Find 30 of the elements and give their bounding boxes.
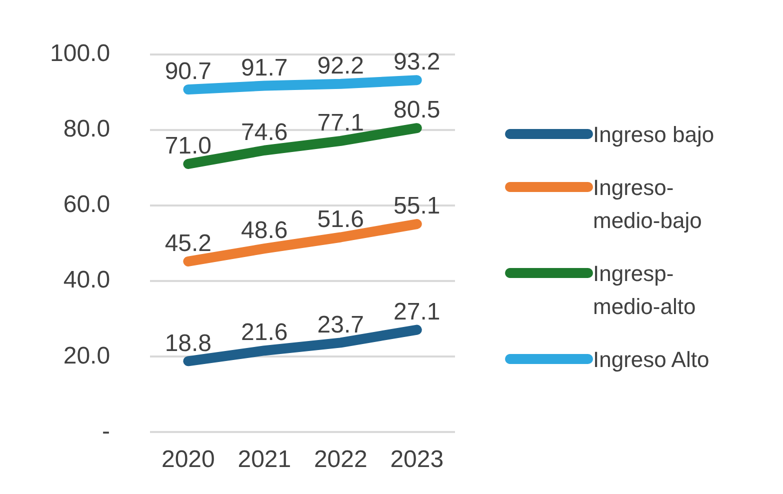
data-label: 21.6 <box>241 319 288 346</box>
data-label: 80.5 <box>394 96 440 124</box>
y-tick-label: 100.0 <box>50 40 110 68</box>
x-tick-label: 2020 <box>161 446 215 474</box>
x-tick-label: 2021 <box>238 446 292 474</box>
legend-label: Ingreso bajo <box>593 121 716 149</box>
data-label: 93.2 <box>394 48 440 76</box>
data-label: 90.7 <box>164 58 212 86</box>
data-label: 77.1 <box>317 110 364 137</box>
data-label: 55.1 <box>394 192 440 220</box>
x-tick-label: 2022 <box>314 446 368 474</box>
y-tick-label: 80.0 <box>63 116 110 143</box>
data-label: 23.7 <box>317 311 364 338</box>
legend-label: Ingreso Alto <box>593 346 710 374</box>
data-label: 45.2 <box>164 230 212 258</box>
y-tick-label: - <box>102 418 110 445</box>
data-label: 91.7 <box>241 54 288 82</box>
y-tick-label: 60.0 <box>63 191 110 218</box>
data-label: 51.6 <box>317 206 364 233</box>
x-tick-label: 2023 <box>390 446 444 474</box>
y-tick-label: 40.0 <box>63 266 110 294</box>
data-label: 71.0 <box>164 132 212 160</box>
legend-label: Ingreso-medio-bajo <box>593 174 703 235</box>
data-label: 92.2 <box>317 52 364 80</box>
data-label: 74.6 <box>241 118 288 146</box>
y-tick-label: 20.0 <box>63 342 110 370</box>
legend-label: Ingresp-medio-alto <box>593 260 697 321</box>
data-label: 27.1 <box>394 298 440 326</box>
data-label: 48.6 <box>241 217 288 244</box>
data-label: 18.8 <box>164 330 212 357</box>
